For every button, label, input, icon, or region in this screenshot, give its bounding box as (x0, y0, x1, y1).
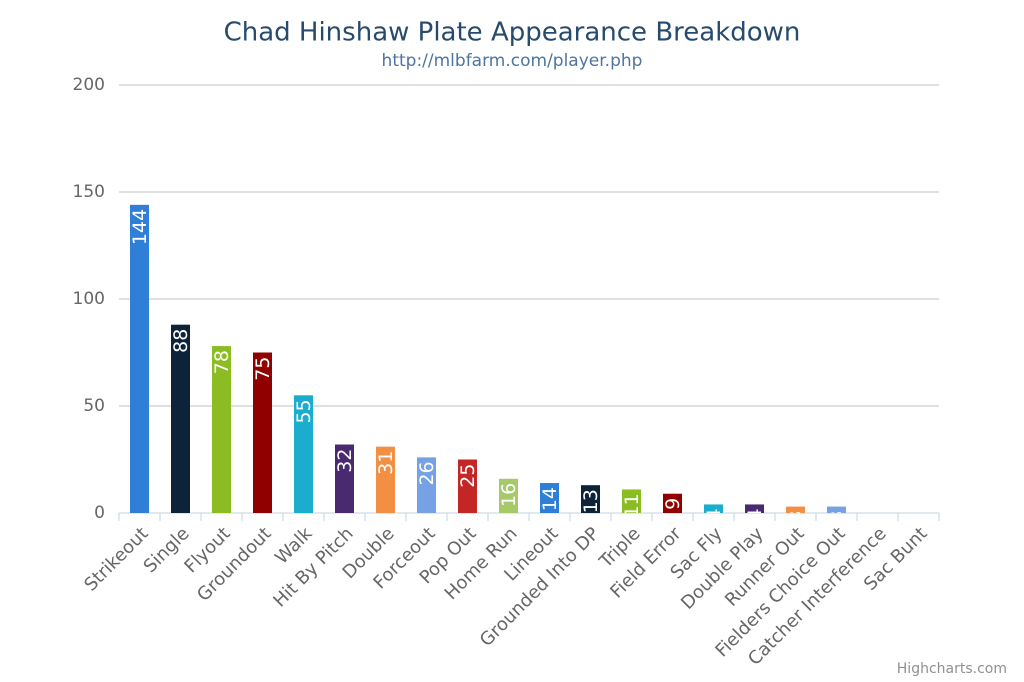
data-label: 55 (293, 399, 315, 423)
bar (704, 504, 723, 513)
x-tick-label: Single (140, 523, 194, 577)
data-label: 13 (580, 489, 602, 513)
data-label: 31 (375, 451, 397, 475)
data-label: 4 (703, 508, 725, 520)
bar (417, 457, 436, 513)
bar (212, 346, 231, 513)
data-label: 3 (826, 511, 848, 523)
bar (540, 483, 559, 513)
chart-title: Chad Hinshaw Plate Appearance Breakdown (224, 18, 801, 48)
data-label: 14 (539, 487, 561, 511)
bar (294, 395, 313, 513)
bar (130, 204, 149, 513)
data-label: 88 (170, 329, 192, 353)
bar (745, 504, 764, 513)
chart-subtitle: http://mlbfarm.com/player.php (382, 51, 643, 71)
data-label: 11 (621, 493, 643, 517)
bar (253, 352, 272, 513)
bar (622, 489, 641, 513)
data-label: 78 (211, 350, 233, 374)
bar (376, 446, 395, 513)
data-label: 25 (457, 464, 479, 488)
bar (499, 478, 518, 513)
bar (335, 444, 354, 513)
bar (786, 506, 805, 513)
bar (581, 485, 600, 513)
data-label: 16 (498, 483, 520, 507)
y-tick-label: 50 (83, 396, 105, 416)
data-label: 75 (252, 357, 274, 381)
data-label: 26 (416, 461, 438, 485)
credits: Highcharts.com (897, 661, 1007, 677)
data-label: 9 (662, 498, 684, 510)
y-tick-label: 0 (94, 503, 105, 523)
data-label: 144 (129, 209, 151, 245)
bar (171, 324, 190, 513)
bar (827, 506, 846, 513)
y-tick-label: 200 (73, 75, 105, 95)
y-tick-label: 100 (73, 289, 105, 309)
data-label: 4 (744, 508, 766, 520)
bar (458, 459, 477, 513)
data-label: 32 (334, 449, 356, 473)
y-tick-label: 150 (73, 182, 105, 202)
data-label: 3 (785, 511, 807, 523)
bar (663, 493, 682, 513)
